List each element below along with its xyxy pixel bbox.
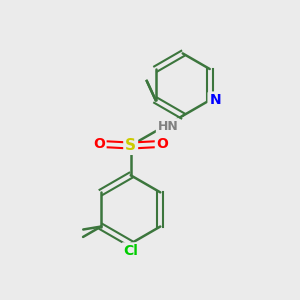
Text: Cl: Cl (123, 244, 138, 258)
Text: O: O (157, 137, 168, 151)
Text: O: O (93, 137, 105, 151)
Text: N: N (209, 93, 221, 107)
Text: HN: HN (158, 120, 178, 133)
Text: S: S (125, 138, 136, 153)
